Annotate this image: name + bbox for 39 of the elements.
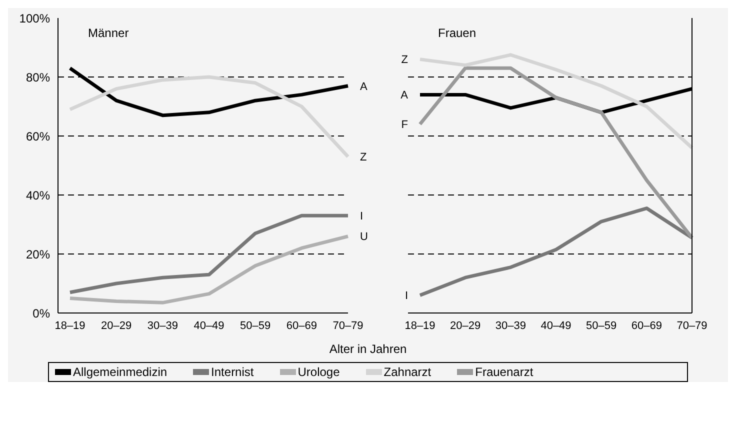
x-tick-label: 30–39	[495, 320, 526, 332]
annotation: A	[360, 80, 368, 93]
legend-label: Internist	[211, 365, 254, 379]
text: Männer	[88, 26, 129, 40]
x-tick-label: 50–59	[586, 320, 617, 332]
x-tick-label: 20–29	[450, 320, 481, 332]
annotation: U	[360, 231, 368, 244]
x-tick-label: 60–69	[286, 320, 317, 332]
x-tick-label: 70–79	[332, 320, 364, 332]
legend-label: Urologe	[298, 365, 340, 379]
x-tick-label: 70–79	[676, 320, 708, 332]
y-tick-label: 20%	[26, 247, 50, 262]
line-series	[68, 75, 350, 158]
y-tick-label: 40%	[26, 188, 50, 202]
legend-label: Allgemeinmedizin	[73, 365, 168, 379]
y-tick-label: 0%	[32, 306, 50, 320]
y-tick-label: 80%	[26, 70, 50, 84]
x-tick-label: 18–19	[404, 320, 436, 332]
annotation: A	[400, 90, 409, 102]
annotation: I	[360, 210, 364, 223]
legend-label: Zahnarzt	[384, 365, 432, 379]
x-tick-label: 20–29	[101, 320, 132, 332]
annotation: F	[401, 119, 408, 132]
x-tick-label: 60–69	[631, 320, 662, 332]
x-tick-label: 50–59	[240, 320, 271, 332]
x-axis-title: Alter in Jahren	[328, 342, 408, 356]
x-tick-label: 30–39	[147, 320, 178, 332]
x-tick-label: 40–49	[540, 320, 572, 332]
legend-label: Frauenarzt	[475, 365, 534, 379]
annotation: Z	[401, 54, 408, 66]
text: Frauen	[438, 26, 476, 40]
annotation: Z	[360, 152, 367, 164]
annotation: I	[404, 290, 408, 302]
line-series	[68, 214, 350, 294]
line-series	[68, 234, 350, 304]
x-tick-label: 18–19	[54, 320, 86, 332]
y-tick-label: 60%	[26, 129, 50, 144]
x-tick-label: 40–49	[194, 320, 224, 332]
y-tick-label: 100%	[19, 11, 50, 26]
